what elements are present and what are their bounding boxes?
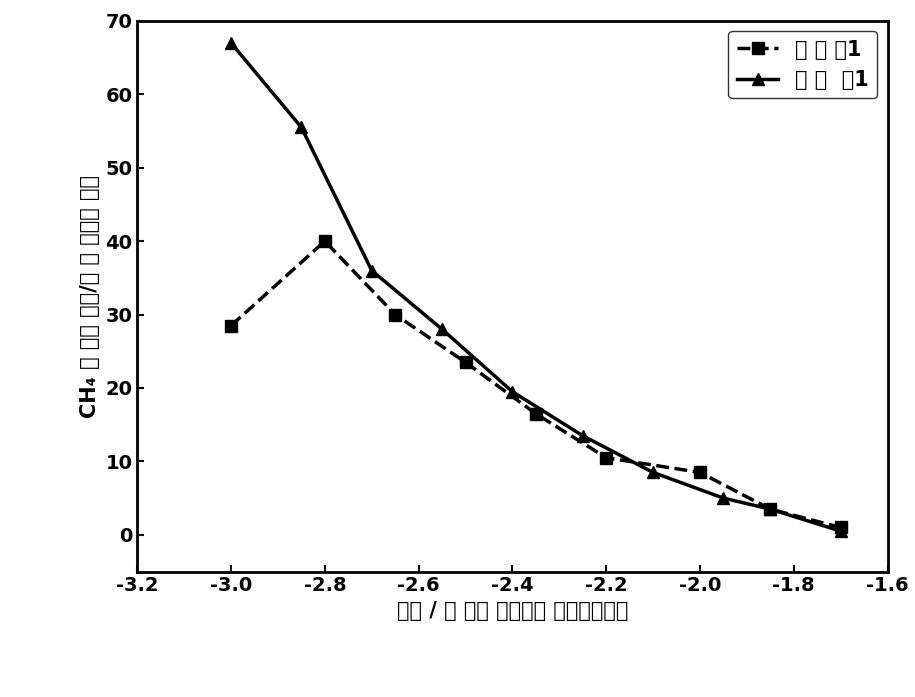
比 较 例1 — [600, 454, 611, 462]
比 较 例1 — [765, 505, 776, 513]
Y-axis label: CH₄ 分 电流 密度/毫 安 每平方 厘米: CH₄ 分 电流 密度/毫 安 每平方 厘米 — [80, 175, 100, 418]
实 施  例1 — [225, 39, 236, 47]
比 较 例1 — [225, 321, 236, 330]
实 施  例1 — [577, 431, 588, 440]
实 施  例1 — [366, 266, 377, 275]
实 施  例1 — [507, 388, 518, 396]
Line: 实 施  例1: 实 施 例1 — [225, 37, 847, 537]
实 施  例1 — [436, 325, 447, 333]
比 较 例1 — [835, 523, 846, 532]
比 较 例1 — [390, 310, 401, 319]
X-axis label: 电位 / 伏 特（ 相对于饱 和甘汞电极）: 电位 / 伏 特（ 相对于饱 和甘汞电极） — [397, 601, 628, 621]
实 施  例1 — [765, 505, 776, 513]
比 较 例1 — [319, 237, 330, 245]
比 较 例1 — [460, 358, 471, 367]
Line: 比 较 例1: 比 较 例1 — [225, 235, 847, 534]
比 较 例1 — [531, 410, 542, 418]
实 施  例1 — [835, 527, 846, 535]
实 施  例1 — [296, 123, 307, 132]
Legend: 比 较 例1, 实 施  例1: 比 较 例1, 实 施 例1 — [728, 31, 877, 98]
比 较 例1 — [694, 468, 705, 477]
实 施  例1 — [718, 494, 729, 503]
实 施  例1 — [648, 468, 659, 477]
